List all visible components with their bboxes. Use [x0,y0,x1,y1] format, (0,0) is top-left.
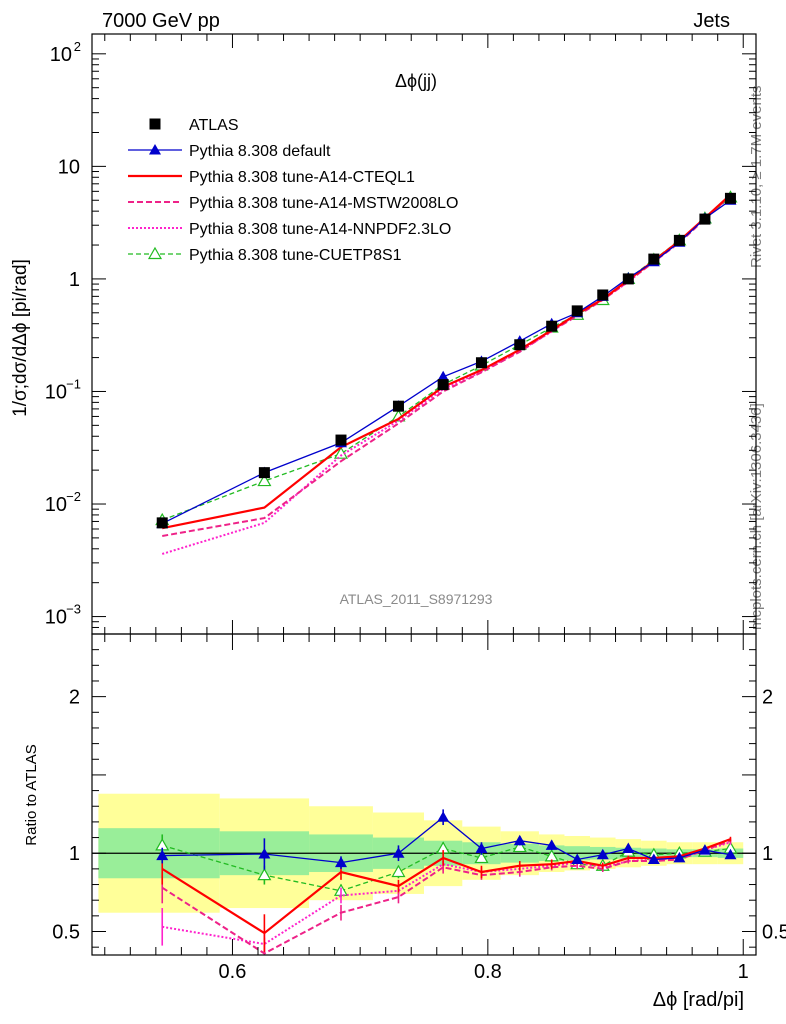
ratio-data-point [673,851,686,863]
ratio-data-point [571,853,584,864]
main-y-tick-label: 10 [45,494,67,516]
main-data-point [392,400,404,412]
main-y-tick-exponent: −2 [66,489,81,504]
main-data-point [437,379,449,391]
ratio-data-point [622,842,635,854]
main-data-point [622,273,634,285]
main-series [156,192,736,529]
legend-label: Pythia 8.308 tune-A14-MSTW2008LO [189,195,458,212]
ratio-frame [91,633,757,956]
ratio-data-point [475,842,488,854]
ratio-series [161,836,732,952]
main-y-tick-label: 10 [58,156,80,178]
ratio-data-point [156,849,169,861]
main-data-point [156,517,168,529]
main-data-point [258,467,270,479]
ratio-data-point [698,844,711,855]
main-ylabel: 1/σ;dσ/dΔϕ [pi/rad] [10,259,31,417]
ratio-ylabel: Ratio to ATLAS [23,744,40,845]
main-series [155,190,738,526]
header-right: Jets [693,10,730,32]
legend-label: Pythia 8.308 tune-A14-NNPDF2.3LO [189,221,451,238]
legend-marker [147,246,163,260]
main-data-point [437,370,450,382]
ratio-panel: 0.5 0.5 1 1 2 2 0.6 0.8 1 [52,633,786,983]
ratio-data-point [391,864,406,878]
ratio-data-point [545,839,558,850]
legend-marker [149,144,161,155]
legend-label: Pythia 8.308 tune-A14-CTEQL1 [189,169,415,186]
main-data-point [335,434,347,446]
main-y-tick-label: 10 [50,44,72,66]
legend-label: Pythia 8.308 default [189,143,331,160]
legend-label: Pythia 8.308 tune-CUETP8S1 [189,247,402,264]
main-data-point [648,253,660,265]
main-series-line [161,196,731,521]
ratio-y-tick-label: 1 [69,843,80,865]
ratio-y-tick-label: 2 [69,687,80,709]
main-y-tick-label: 10 [45,607,67,629]
ratio-data-point [258,848,271,859]
ratio-data-point [647,853,660,864]
x-axis-label: Δϕ [rad/pi] [653,989,744,1011]
legend-label: ATLAS [189,117,239,134]
main-data-point [699,213,711,225]
ratio-x-tick-label: 1 [738,961,749,983]
ratio-data-point [513,834,526,846]
main-data-point [673,234,685,246]
ratio-y-tick-label-right: 0.5 [762,922,786,944]
main-title: Δϕ(jj) [395,71,437,91]
legend-marker [149,118,161,130]
ratio-data-point [437,811,450,822]
main-y-tick-exponent: 2 [74,39,81,54]
ratio-data-point [512,839,527,853]
ratio-y-tick-label-right: 2 [762,687,773,709]
main-data-point [475,357,487,369]
ratio-y-tick-label: 0.5 [52,922,80,944]
main-series [156,194,737,529]
ratio-y-tick-label-right: 1 [762,843,773,865]
main-y-tick-exponent: −3 [66,602,81,617]
ratio-data-point [724,848,737,860]
ratio-data-point [257,867,272,881]
ratio-data-point [596,848,609,860]
main-data-point [546,320,558,332]
ratio-series-line [161,838,731,935]
main-y-tick-label: 1 [69,269,80,291]
main-y-tick-label: 10 [45,381,67,403]
ratio-series-line [161,839,731,955]
main-data-point [257,473,272,487]
ratio-data-point [392,847,405,858]
ratio-x-tick-label: 0.6 [219,961,247,983]
ratio-x-tick-label: 0.8 [474,961,502,983]
legend: ATLAS Pythia 8.308 default Pythia 8.308 tu… [128,117,458,264]
main-data-point [571,305,583,317]
ratio-series [156,809,737,870]
main-data-point [514,339,526,351]
main-series [162,193,732,530]
header-left: 7000 GeV pp [102,10,220,32]
ratio-data-point [474,850,489,864]
main-series-line [162,193,732,530]
main-data-point [724,192,736,204]
analysis-watermark: ATLAS_2011_S8971293 [340,591,493,607]
main-y-tick-exponent: −1 [66,376,81,391]
ratio-data-point [335,856,347,868]
main-data-point [597,289,609,301]
